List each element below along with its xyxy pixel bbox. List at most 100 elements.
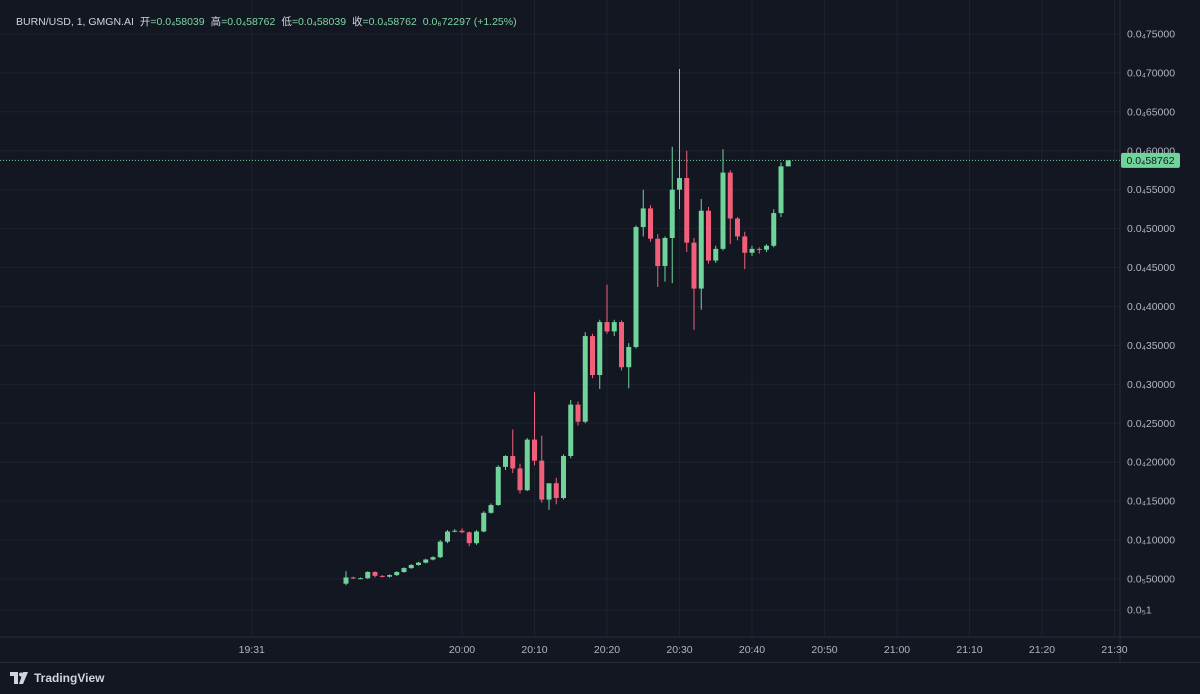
candle-body[interactable] (626, 346, 632, 368)
candle-body[interactable] (387, 575, 392, 577)
candle-body[interactable] (604, 322, 610, 332)
candle-body[interactable] (778, 166, 784, 214)
candle-body[interactable] (546, 483, 552, 500)
candle-body[interactable] (698, 210, 704, 289)
candle-body[interactable] (394, 571, 400, 576)
y-tick-label: 0.0₅1 (1127, 605, 1152, 617)
candle-body[interactable] (532, 439, 537, 461)
candle-body[interactable] (408, 564, 414, 569)
candle-body[interactable] (416, 562, 421, 565)
candle-body[interactable] (561, 455, 566, 499)
candle-body[interactable] (611, 322, 617, 332)
y-tick-label: 0.0₄50000 (1127, 223, 1175, 235)
x-tick-label: 21:20 (1029, 644, 1055, 656)
candle-body[interactable] (756, 248, 762, 250)
last-price-badge (1121, 152, 1180, 168)
candle-body[interactable] (474, 531, 479, 544)
symbol-label: BURN/USD, 1, GMGN.AI (16, 16, 134, 28)
candle-body[interactable] (481, 512, 487, 532)
open-stat: 开=0.0₄58039 (139, 16, 205, 28)
x-tick-label: 20:50 (811, 644, 837, 656)
candle-body[interactable] (452, 530, 458, 532)
candle-body[interactable] (590, 336, 595, 376)
ohlc-legend: BURN/USD, 1, GMGN.AI 开=0.0₄58039 高=0.0₄5… (16, 15, 517, 29)
y-tick-label: 0.0₄20000 (1127, 457, 1175, 469)
candle-body[interactable] (372, 571, 378, 576)
candle-body[interactable] (437, 541, 443, 558)
x-tick-label: 20:10 (521, 644, 547, 656)
candle-body[interactable] (597, 322, 603, 376)
candle-body[interactable] (358, 578, 363, 580)
change-stat: 0.0₆72297 (+1.25%) (422, 16, 517, 28)
y-tick-label: 0.0₄35000 (1127, 340, 1175, 352)
time-axis: 19:31 20:00 20:10 20:20 20:30 20:40 20:50 21:00… (239, 644, 1128, 656)
x-tick-label: 20:30 (666, 644, 692, 656)
candlestick-chart[interactable]: 0.0₅1 0.0₅50000 0.0₄10000 0.0₄15000 0.0₄2000… (0, 0, 1200, 662)
candle-body[interactable] (713, 248, 719, 261)
candle-body[interactable] (517, 468, 523, 491)
candle-body[interactable] (691, 242, 697, 289)
candle-body[interactable] (764, 245, 769, 250)
candle-body[interactable] (640, 208, 646, 228)
y-tick-label: 0.0₄75000 (1127, 29, 1175, 41)
last-price-line: 0.0₄58762 (0, 152, 1180, 168)
candle-body[interactable] (466, 532, 472, 544)
candle-body[interactable] (735, 218, 740, 237)
candle-body[interactable] (365, 571, 371, 579)
y-tick-label: 0.0₅50000 (1127, 574, 1175, 586)
candle-body[interactable] (633, 227, 639, 347)
candle-body[interactable] (706, 210, 711, 261)
y-tick-label: 0.0₄65000 (1127, 106, 1175, 118)
candle-body[interactable] (495, 466, 501, 506)
candle-body[interactable] (684, 178, 690, 243)
candle-body[interactable] (727, 172, 733, 219)
close-stat: 收=0.0₄58762 (352, 16, 417, 28)
candle-body[interactable] (459, 530, 465, 533)
candle-body[interactable] (771, 213, 777, 246)
candle-body[interactable] (379, 575, 385, 577)
candle-body[interactable] (742, 236, 748, 253)
y-tick-label: 0.0₄40000 (1127, 301, 1175, 313)
x-tick-label: 21:10 (956, 644, 982, 656)
candle-body[interactable] (343, 577, 349, 584)
candle-body[interactable] (510, 455, 516, 469)
candle-body[interactable] (423, 559, 429, 563)
candle-body[interactable] (648, 208, 653, 239)
candle-body[interactable] (524, 439, 530, 491)
x-tick-label: 21:30 (1101, 644, 1127, 656)
grid-lines (0, 0, 1120, 637)
candle-body[interactable] (749, 248, 755, 253)
x-tick-label: 20:00 (449, 644, 475, 656)
candle-body[interactable] (568, 404, 574, 456)
candle-body[interactable] (662, 237, 668, 267)
candle-body[interactable] (401, 568, 407, 572)
candle-body[interactable] (350, 577, 356, 579)
tradingview-logo[interactable]: TradingView (10, 671, 104, 685)
high-stat: 高=0.0₄58762 (210, 16, 276, 28)
y-tick-label: 0.0₄10000 (1127, 535, 1175, 547)
y-tick-label: 0.0₄15000 (1127, 496, 1175, 508)
y-tick-label: 0.0₄45000 (1127, 262, 1175, 274)
candle-body[interactable] (575, 404, 581, 422)
candles (343, 69, 791, 586)
candle-body[interactable] (488, 505, 494, 513)
y-tick-label: 0.0₄25000 (1127, 418, 1175, 430)
candle-body[interactable] (785, 160, 791, 167)
candle-body[interactable] (445, 531, 450, 542)
candle-body[interactable] (582, 336, 588, 422)
candle-body[interactable] (655, 238, 661, 267)
y-tick-label: 0.0₄55000 (1127, 184, 1175, 196)
x-tick-label: 20:20 (594, 644, 620, 656)
candle-body[interactable] (669, 189, 675, 238)
candle-body[interactable] (720, 172, 726, 249)
candle-body[interactable] (553, 483, 559, 499)
brand-label: TradingView (34, 671, 105, 685)
last-price-label: 0.0₄58762 (1126, 155, 1174, 167)
candle-body[interactable] (539, 460, 545, 500)
candle-body[interactable] (503, 455, 508, 467)
candle-body[interactable] (619, 322, 624, 368)
candle-body[interactable] (677, 178, 682, 190)
tradingview-icon (10, 672, 28, 684)
candle-body[interactable] (430, 557, 436, 560)
